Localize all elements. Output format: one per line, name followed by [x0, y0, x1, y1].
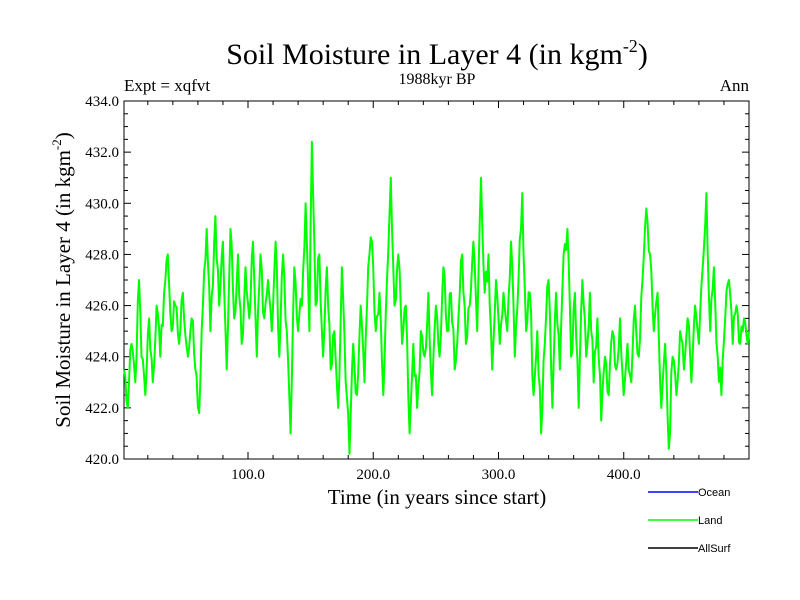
- y-tick-label: 430.0: [85, 196, 119, 212]
- series-line-land: [123, 140, 750, 455]
- legend-label-allsurf: AllSurf: [698, 543, 731, 555]
- y-tick-label: 422.0: [85, 401, 119, 417]
- y-tick-label: 426.0: [85, 299, 119, 315]
- x-axis-label: Time (in years since start): [328, 485, 547, 509]
- season-label: Ann: [720, 76, 750, 95]
- legend-label-land: Land: [698, 515, 722, 527]
- legend-label-ocean: Ocean: [698, 487, 730, 499]
- y-axis-label: Soil Moisture in Layer 4 (in kgm-2): [49, 132, 75, 427]
- chart-subtitle: 1988kyr BP: [399, 71, 476, 88]
- y-tick-label: 424.0: [85, 350, 119, 366]
- series-group: [123, 140, 750, 455]
- experiment-label: Expt = xqfvt: [124, 76, 210, 95]
- x-axis-ticks: 100.0 200.0 300.0 400.0: [147, 101, 725, 483]
- x-tick-label: 200.0: [356, 467, 390, 483]
- y-tick-label: 434.0: [85, 94, 119, 110]
- y-tick-label: 428.0: [85, 247, 119, 263]
- legend: Ocean Land AllSurf: [648, 487, 731, 555]
- y-tick-label: 432.0: [85, 145, 119, 161]
- x-tick-label: 100.0: [231, 467, 265, 483]
- y-tick-label: 420.0: [85, 452, 119, 468]
- x-tick-label: 400.0: [607, 467, 641, 483]
- y-axis-ticks: 420.0 422.0 424.0 426.0 428.0 430.0 432.0 434.0: [85, 94, 749, 468]
- x-tick-label: 300.0: [482, 467, 516, 483]
- chart-title: Soil Moisture in Layer 4 (in kgm-2): [226, 36, 648, 71]
